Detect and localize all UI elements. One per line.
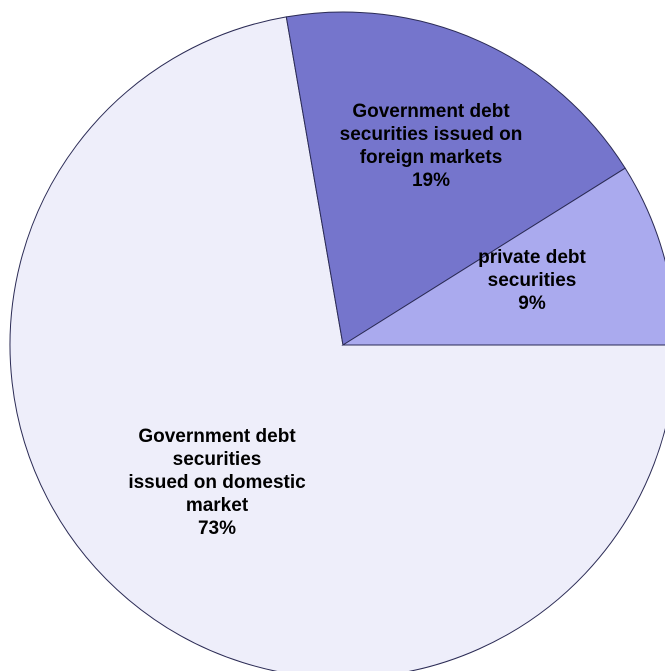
slice-category-label: issued on domestic (128, 472, 306, 493)
slice-category-label: foreign markets (360, 147, 503, 168)
slice-category-label: securities (488, 270, 577, 291)
pie-slice (285, 11, 626, 346)
pie-slice (341, 167, 665, 346)
slice-value-label: 9% (518, 293, 546, 314)
slice-value-label: 73% (198, 518, 236, 539)
slice-category-label: Government debt (352, 101, 510, 122)
slice-category-label: securities issued on (340, 124, 523, 145)
slice-category-label: private debt (478, 247, 586, 268)
slice-category-label: market (186, 495, 249, 516)
slice-category-label: Government debt (138, 426, 296, 447)
pie-slice (9, 16, 665, 671)
slice-category-label: securities (173, 449, 262, 470)
pie-slices (9, 11, 665, 671)
slice-value-label: 19% (412, 170, 450, 191)
